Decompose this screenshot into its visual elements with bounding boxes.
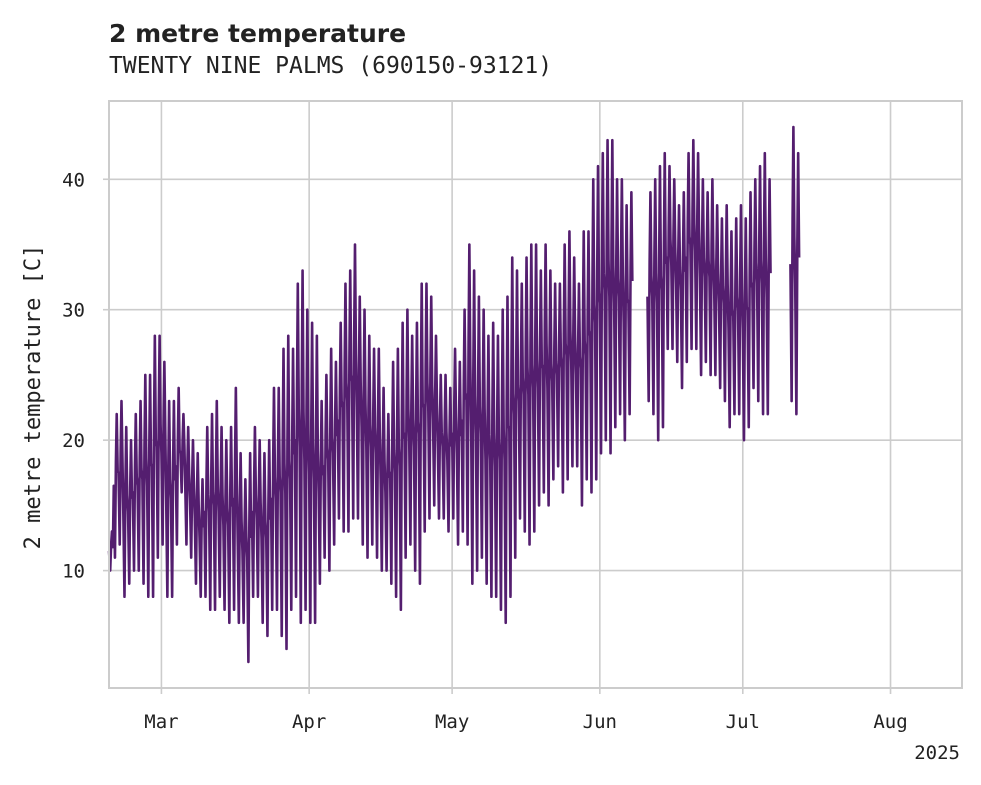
x-tick-label: Aug: [873, 711, 907, 733]
x-axis: Mar Apr May Jun Jul Aug: [144, 688, 908, 733]
plot-area: [107, 125, 801, 664]
temperature-series-line: [646, 138, 772, 442]
chart-title: 2 metre temperature: [109, 19, 406, 48]
y-tick-label: 40: [62, 169, 85, 191]
y-tick-label: 20: [62, 430, 85, 452]
y-tick-label: 10: [62, 561, 85, 583]
y-axis-label: 2 metre temperature [C]: [21, 245, 46, 550]
y-tick-label: 30: [62, 300, 85, 322]
x-tick-label: Jun: [583, 711, 617, 733]
x-tick-label: Jul: [726, 711, 760, 733]
chart-subtitle: TWENTY NINE PALMS (690150-93121): [109, 53, 552, 79]
x-year-label: 2025: [914, 742, 960, 764]
x-tick-label: May: [435, 711, 469, 733]
x-tick-label: Mar: [144, 711, 178, 733]
plot-frame: [108, 100, 963, 689]
temperature-series-line: [789, 125, 801, 416]
temperature-series-line: [107, 138, 634, 664]
y-axis: 10 20 30 40: [62, 169, 109, 583]
x-tick-label: Apr: [292, 711, 326, 733]
